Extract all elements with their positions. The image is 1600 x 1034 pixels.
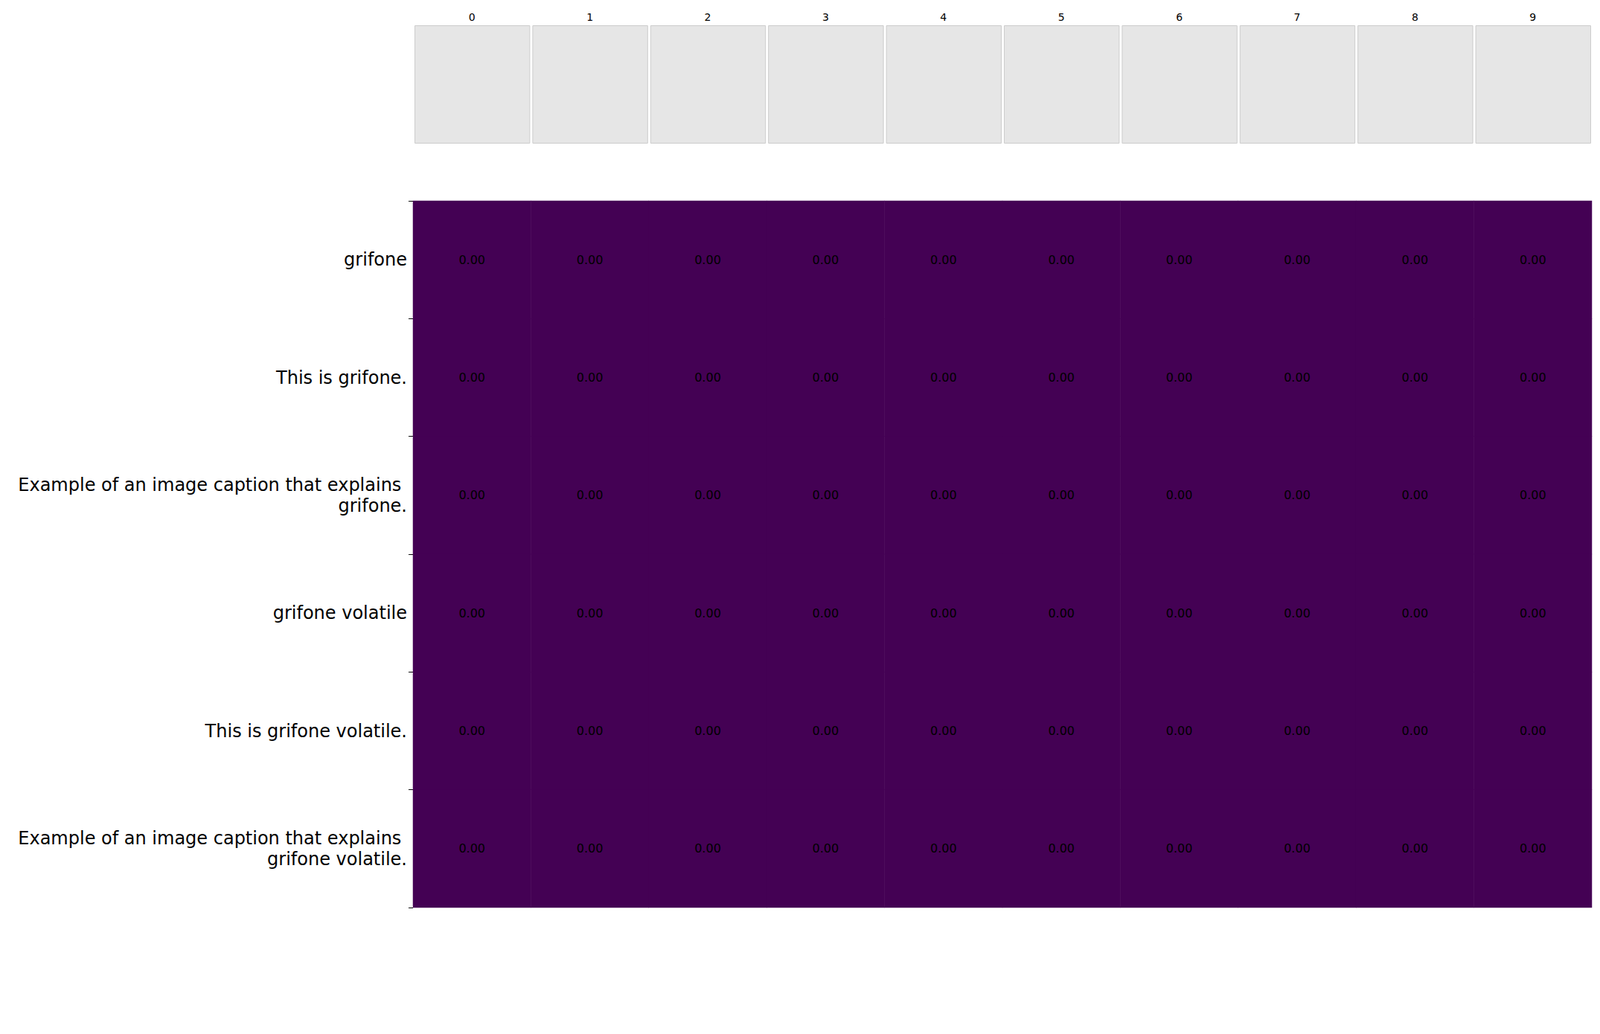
svg-text:0.00: 0.00	[694, 370, 722, 385]
svg-text:0.00: 0.00	[930, 370, 958, 385]
svg-text:This is grifone volatile.: This is grifone volatile.	[204, 721, 408, 742]
svg-text:0.00: 0.00	[1166, 253, 1193, 268]
svg-text:0.00: 0.00	[1402, 841, 1429, 856]
svg-text:0.00: 0.00	[812, 488, 840, 503]
svg-text:0: 0	[468, 11, 476, 24]
svg-text:0.00: 0.00	[576, 841, 604, 856]
svg-text:0.00: 0.00	[812, 606, 840, 621]
svg-text:0.00: 0.00	[576, 253, 604, 268]
svg-text:0.00: 0.00	[1519, 370, 1547, 385]
svg-text:0.00: 0.00	[1283, 253, 1311, 268]
svg-text:4: 4	[939, 11, 947, 24]
svg-text:0.00: 0.00	[930, 488, 958, 503]
svg-text:0.00: 0.00	[1402, 253, 1429, 268]
svg-text:0.00: 0.00	[458, 841, 486, 856]
svg-text:0.00: 0.00	[1047, 841, 1075, 856]
svg-text:0.00: 0.00	[1519, 488, 1547, 503]
svg-text:0.00: 0.00	[458, 488, 486, 503]
svg-text:0.00: 0.00	[1166, 841, 1193, 856]
svg-text:0.00: 0.00	[576, 606, 604, 621]
svg-text:0.00: 0.00	[1402, 370, 1429, 385]
svg-text:This is grifone.: This is grifone.	[275, 367, 408, 389]
svg-text:0.00: 0.00	[1283, 606, 1311, 621]
svg-text:5: 5	[1058, 11, 1065, 24]
svg-text:grifone.: grifone.	[337, 495, 408, 517]
svg-text:0.00: 0.00	[576, 724, 604, 739]
svg-text:grifone volatile.: grifone volatile.	[267, 849, 408, 870]
svg-text:8: 8	[1411, 11, 1419, 24]
svg-text:Example of an image caption th: Example of an image caption that explain…	[17, 474, 408, 496]
svg-text:0.00: 0.00	[1519, 253, 1547, 268]
svg-text:0.00: 0.00	[458, 606, 486, 621]
svg-text:0.00: 0.00	[1402, 724, 1429, 739]
svg-text:0.00: 0.00	[1047, 370, 1075, 385]
svg-text:0.00: 0.00	[1047, 253, 1075, 268]
svg-text:0.00: 0.00	[694, 253, 722, 268]
svg-text:0.00: 0.00	[1519, 606, 1547, 621]
svg-text:0.00: 0.00	[1402, 606, 1429, 621]
svg-text:0.00: 0.00	[694, 841, 722, 856]
svg-text:0.00: 0.00	[1402, 488, 1429, 503]
svg-text:0.00: 0.00	[930, 724, 958, 739]
svg-text:0.00: 0.00	[1283, 488, 1311, 503]
svg-text:0.00: 0.00	[694, 606, 722, 621]
svg-text:0.00: 0.00	[1166, 488, 1193, 503]
svg-text:1: 1	[586, 11, 594, 24]
svg-text:0.00: 0.00	[812, 253, 840, 268]
svg-text:3: 3	[822, 11, 830, 24]
svg-text:grifone: grifone	[343, 249, 408, 271]
svg-text:0.00: 0.00	[1283, 724, 1311, 739]
svg-text:0.00: 0.00	[930, 841, 958, 856]
svg-text:0.00: 0.00	[1047, 724, 1075, 739]
svg-text:0.00: 0.00	[930, 253, 958, 268]
svg-text:0.00: 0.00	[1166, 370, 1193, 385]
svg-text:0.00: 0.00	[812, 724, 840, 739]
svg-text:6: 6	[1175, 11, 1183, 24]
svg-text:0.00: 0.00	[576, 488, 604, 503]
svg-text:0.00: 0.00	[812, 370, 840, 385]
svg-text:grifone volatile: grifone volatile	[273, 602, 408, 624]
svg-text:0.00: 0.00	[1283, 841, 1311, 856]
svg-text:0.00: 0.00	[812, 841, 840, 856]
svg-text:0.00: 0.00	[458, 370, 486, 385]
svg-text:2: 2	[704, 11, 712, 24]
svg-text:0.00: 0.00	[458, 724, 486, 739]
svg-text:0.00: 0.00	[694, 488, 722, 503]
svg-text:0.00: 0.00	[458, 253, 486, 268]
svg-text:Example of an image caption th: Example of an image caption that explain…	[17, 828, 408, 850]
svg-text:0.00: 0.00	[1283, 370, 1311, 385]
svg-text:0.00: 0.00	[1519, 724, 1547, 739]
svg-text:0.00: 0.00	[1047, 488, 1075, 503]
svg-text:0.00: 0.00	[1519, 841, 1547, 856]
svg-text:9: 9	[1529, 11, 1536, 24]
svg-text:0.00: 0.00	[930, 606, 958, 621]
svg-text:0.00: 0.00	[1166, 724, 1193, 739]
svg-text:0.00: 0.00	[694, 724, 722, 739]
svg-text:0.00: 0.00	[1166, 606, 1193, 621]
svg-text:0.00: 0.00	[1047, 606, 1075, 621]
svg-text:7: 7	[1294, 11, 1301, 24]
svg-text:0.00: 0.00	[576, 370, 604, 385]
